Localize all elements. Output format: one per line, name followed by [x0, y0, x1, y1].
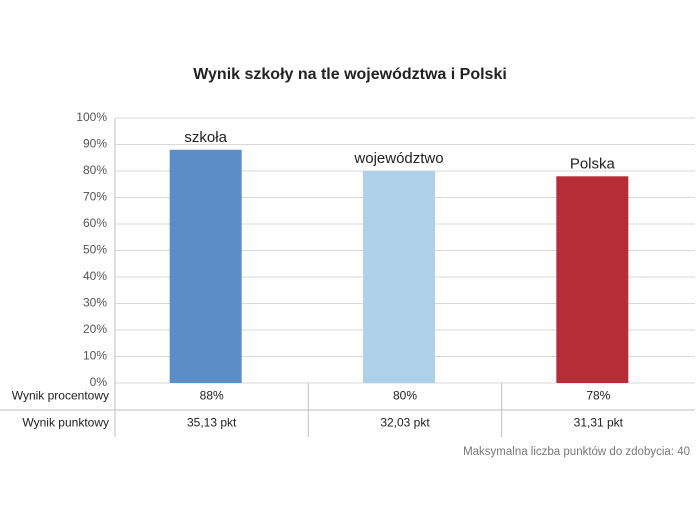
points-label: 31,31 pkt	[574, 416, 624, 430]
y-tick-label: 10%	[83, 349, 107, 363]
chart-title: Wynik szkoły na tle województwa i Polski	[193, 66, 507, 83]
y-tick-label: 60%	[83, 216, 107, 230]
bar-label: szkoła	[184, 129, 227, 146]
y-tick-label: 0%	[90, 375, 108, 389]
y-tick-label: 50%	[83, 243, 107, 257]
y-tick-label: 70%	[83, 190, 107, 204]
bar-label: Polska	[570, 155, 616, 172]
points-label: 32,03 pkt	[380, 416, 430, 430]
y-tick-label: 30%	[83, 296, 107, 310]
y-tick-label: 40%	[83, 269, 107, 283]
y-tick-label: 90%	[83, 137, 107, 151]
bar	[363, 171, 435, 383]
row-label: Wynik procentowy	[12, 389, 109, 403]
value-label: 88%	[200, 389, 224, 403]
points-label: 35,13 pkt	[187, 416, 237, 430]
value-label: 80%	[393, 389, 417, 403]
y-tick-label: 80%	[83, 163, 107, 177]
footnote: Maksymalna liczba punktów do zdobycia: 4…	[463, 446, 690, 458]
bar	[556, 176, 629, 383]
bar	[169, 149, 242, 383]
bar-label: województwo	[353, 150, 443, 167]
y-tick-label: 100%	[76, 110, 107, 124]
y-tick-label: 20%	[83, 322, 107, 336]
row-label: Wynik punktowy	[22, 416, 109, 430]
value-label: 78%	[586, 389, 610, 403]
